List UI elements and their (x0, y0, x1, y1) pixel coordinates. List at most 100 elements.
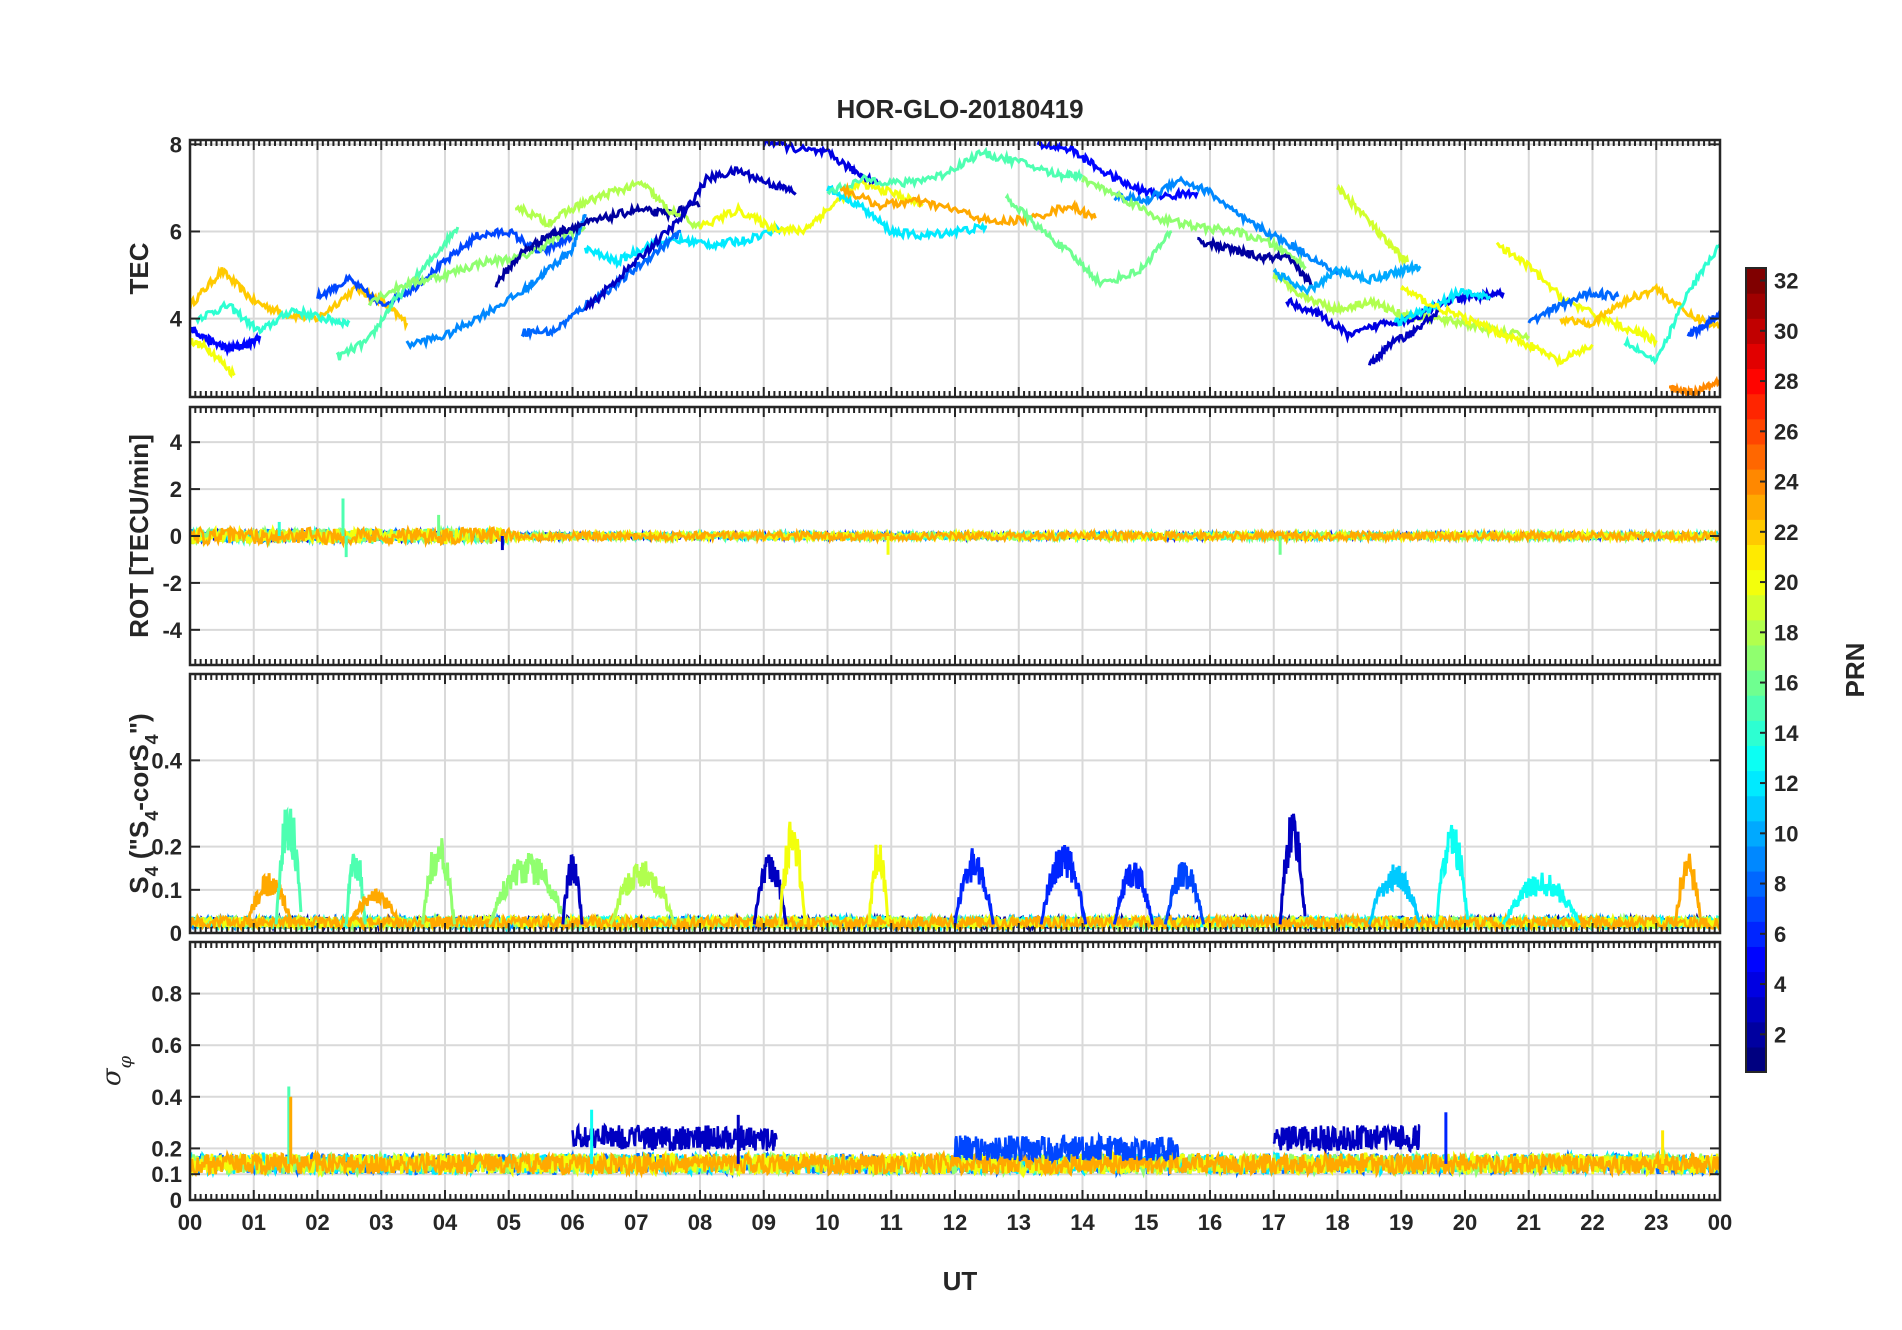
tec-series-prn-15 (826, 146, 1084, 196)
s4-event-prn-20 (867, 844, 890, 925)
x-tick-label: 11 (880, 1210, 903, 1235)
tec-series-prn-12 (826, 184, 988, 241)
y-tick-label: 0 (170, 1188, 182, 1213)
colorbar-tick-label: 28 (1774, 369, 1798, 394)
x-tick-label: 00 (178, 1210, 202, 1235)
tec-series-prn-19 (1336, 183, 1410, 266)
y-tick-label: 0.8 (151, 982, 182, 1007)
s4-event-prn-15 (274, 806, 303, 925)
colorbar-band (1746, 871, 1766, 897)
s4-event-prn-13 (1434, 824, 1470, 925)
x-tick-label: 05 (497, 1210, 521, 1235)
tec-series-prn-10 (1272, 259, 1422, 296)
x-tick-label: 22 (1580, 1210, 1604, 1235)
colorbar-tick-label: 4 (1774, 972, 1787, 997)
tec-series-prn-18 (514, 179, 702, 231)
panel-rot: -4 -2 0 2 4 ROT [TECU/min] (124, 405, 1722, 667)
colorbar-band (1746, 594, 1766, 621)
x-tick-label: 00 (1708, 1210, 1732, 1235)
y-tick-label: -2 (162, 571, 182, 596)
s4-event-prn-15 (344, 853, 367, 925)
s4-event-prn-6 (953, 848, 995, 925)
x-tick-label: 21 (1517, 1210, 1541, 1235)
tec-series-prn-20 (190, 337, 236, 379)
s4-event-prn-23 (348, 888, 402, 926)
tec-series-prn-7 (316, 226, 574, 308)
tec-series-prn-2 (494, 200, 701, 288)
tec-series-prn-16 (1004, 192, 1173, 289)
tec-series-prn-20 (698, 179, 924, 237)
colorbar-tick-label: 14 (1774, 721, 1799, 746)
x-tick-label: 15 (1134, 1210, 1158, 1235)
tec-series-prn-3 (583, 164, 797, 312)
colorbar-band (1746, 695, 1766, 721)
y-tick-label: 8 (170, 132, 182, 157)
panel-tec: 4 6 8 TEC (124, 132, 1722, 399)
x-tick-label: 01 (242, 1210, 266, 1235)
s4-event-prn-7 (1163, 861, 1206, 925)
figure-title: HOR-GLO-20180419 (836, 94, 1083, 124)
grid-tec (190, 140, 1720, 397)
tec-series-prn-3 (1367, 303, 1441, 366)
y-tick-label: 0.2 (151, 835, 182, 860)
tec-series-prn-2 (1197, 235, 1313, 288)
x-tick-label: 10 (815, 1210, 839, 1235)
colorbar-band (1746, 644, 1766, 671)
colorbar-band (1746, 318, 1766, 344)
colorbar-tick-label: 18 (1774, 620, 1798, 645)
colorbar-tick-label: 30 (1774, 319, 1798, 344)
tec-series-prn-12 (583, 222, 784, 270)
colorbar-tick-label: 22 (1774, 520, 1798, 545)
s4-event-prn-13 (1501, 872, 1581, 925)
s4-event-prn-23 (245, 872, 293, 925)
x-tick-label: 20 (1453, 1210, 1477, 1235)
x-tick-label: 08 (688, 1210, 712, 1235)
y-tick-label: 4 (170, 307, 183, 332)
colorbar-tick-label: 16 (1774, 671, 1798, 696)
x-tick-label: 06 (560, 1210, 584, 1235)
y-tick-label: 0 (170, 524, 182, 549)
colorbar-band (1746, 896, 1766, 922)
grid-s4 (190, 674, 1720, 933)
tec-series-prn-17 (1081, 174, 1307, 271)
colorbar-tick-label: 6 (1774, 922, 1786, 947)
y-tick-label: 0.4 (151, 1085, 182, 1110)
tec-series-prn-14 (1623, 243, 1720, 366)
colorbar-tick-label: 10 (1774, 821, 1798, 846)
data-rot (190, 498, 1720, 558)
sigphi-baseline-prn-23 (190, 1148, 1720, 1179)
colorbar-band (1746, 368, 1766, 395)
colorbar-band (1746, 519, 1766, 545)
colorbar-band (1746, 946, 1766, 973)
y-tick-label: 0.1 (151, 1162, 182, 1187)
colorbar-band (1746, 1046, 1766, 1073)
colorbar-band (1746, 845, 1766, 872)
colorbar-band (1746, 670, 1766, 696)
tec-series-prn-23 (839, 181, 1097, 228)
y-axis-label-sigphi: σφ (97, 1055, 136, 1086)
y-tick-label: 0.6 (151, 1033, 182, 1058)
x-tick-label: 03 (369, 1210, 393, 1235)
colorbar-band (1746, 996, 1766, 1023)
x-tick-label: 16 (1198, 1210, 1222, 1235)
data-tec (190, 140, 1720, 397)
tec-series-prn-9 (405, 213, 587, 351)
sigphi-block-prn-7 (953, 1131, 1180, 1165)
x-axis-label: UT (943, 1266, 978, 1296)
tec-series-prn-15 (335, 226, 460, 361)
tec-series-prn-20 (1495, 241, 1658, 349)
x-tick-label: 14 (1070, 1210, 1095, 1235)
colorbar-band (1746, 745, 1766, 772)
x-tick-label: 17 (1262, 1210, 1286, 1235)
s4-event-prn-20 (778, 821, 807, 925)
sigphi-block-prn-3 (1272, 1123, 1421, 1155)
colorbar-band (1746, 1021, 1766, 1048)
y-axis-label-tec: TEC (124, 242, 154, 294)
s4-event-prn-6 (1039, 845, 1088, 925)
x-tick-label: 02 (305, 1210, 329, 1235)
y-tick-label: -4 (162, 618, 182, 643)
y-tick-label: 6 (170, 219, 182, 244)
colorbar-tick-label: 2 (1774, 1022, 1786, 1047)
